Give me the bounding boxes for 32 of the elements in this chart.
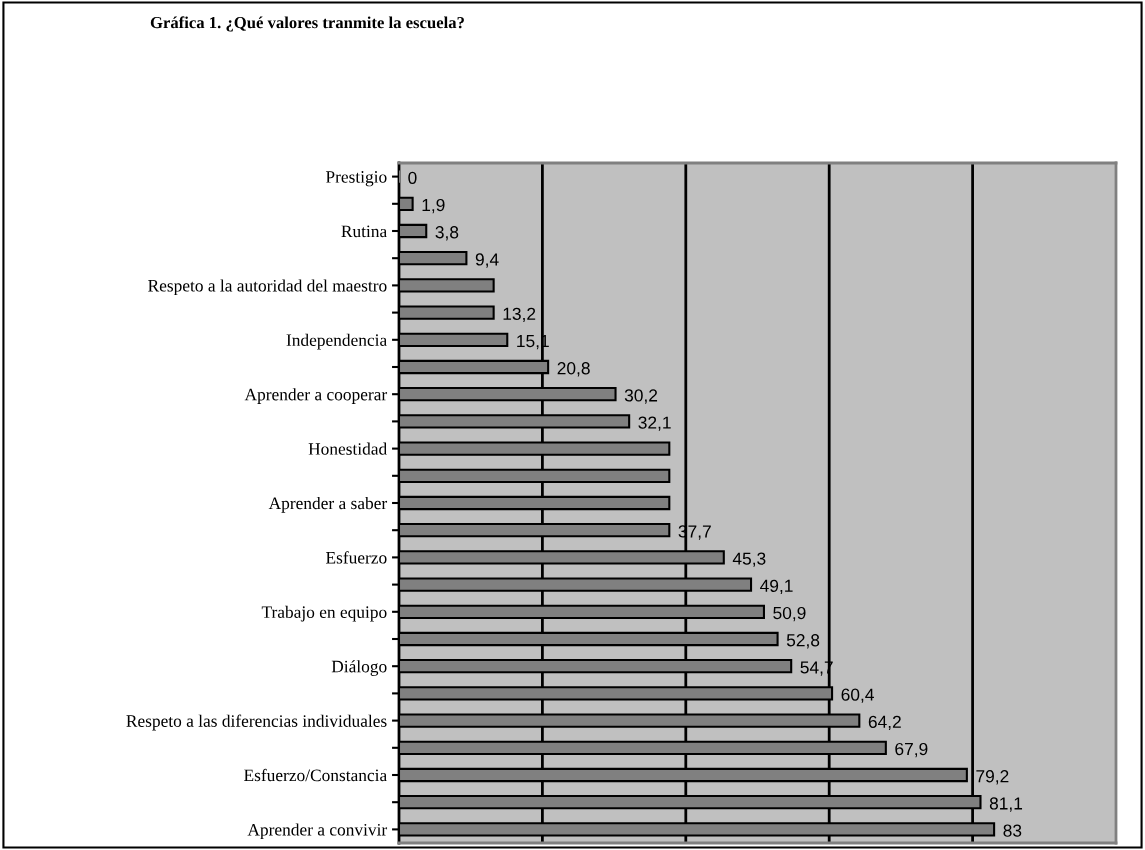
- data-label: 13,2: [503, 307, 536, 323]
- data-label: 50,9: [773, 606, 806, 622]
- y-tick-label: Respeto a las diferencias individuales: [126, 714, 387, 731]
- data-label: 67,9: [895, 742, 928, 758]
- y-tick-label: Diálogo: [331, 660, 387, 676]
- data-label: 32,1: [638, 416, 671, 431]
- y-tick-label: Rutina: [341, 225, 387, 238]
- y-tick-label: Trabajo en equipo: [261, 605, 387, 622]
- data-label: 1,9: [422, 198, 445, 214]
- y-tick-label: Esfuerzo: [326, 551, 387, 564]
- y-tick-label: Independencia: [286, 333, 387, 350]
- data-label: 52,8: [786, 634, 820, 649]
- y-tick-label: Aprender a convivir: [247, 823, 388, 840]
- data-label: 0: [408, 171, 417, 184]
- y-tick-label: Aprender a cooperar: [244, 388, 388, 404]
- data-label: 20,8: [557, 362, 590, 377]
- data-label: 3,8: [435, 226, 459, 241]
- data-label: 30,2: [624, 389, 658, 404]
- y-tick-label: Prestigio: [325, 171, 387, 187]
- chart-title: Gráfica 1. ¿Qué valores tranmite la escuela?: [150, 16, 464, 32]
- y-tick-label: Aprender a saber: [268, 496, 388, 513]
- y-tick-label: Esfuerzo/Constancia: [244, 768, 387, 782]
- y-tick-label: Respeto a la autoridad del maestro: [148, 279, 387, 296]
- data-label: 83: [1003, 824, 1022, 837]
- data-label: 49,1: [760, 579, 793, 595]
- data-label: 60,4: [841, 688, 874, 703]
- data-label: 79,2: [976, 770, 1009, 785]
- data-label: 64,2: [868, 715, 901, 731]
- data-label: 81,1: [989, 797, 1023, 812]
- y-tick-label: Honestidad: [308, 442, 387, 455]
- data-label: 45,3: [732, 552, 766, 567]
- data-label: 9,4: [475, 253, 499, 268]
